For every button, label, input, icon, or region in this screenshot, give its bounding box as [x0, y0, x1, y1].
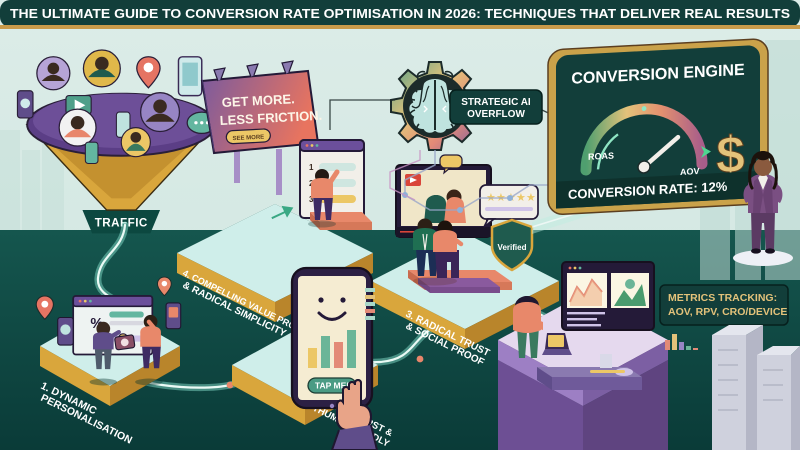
- svg-text:THE ULTIMATE GUIDE TO CONVERSI: THE ULTIMATE GUIDE TO CONVERSION RATE OP…: [10, 7, 790, 21]
- svg-text:ROAS: ROAS: [588, 151, 614, 162]
- svg-text:OVERFLOW: OVERFLOW: [467, 109, 525, 120]
- svg-text:STRATEGIC AI: STRATEGIC AI: [461, 97, 531, 108]
- svg-text:Verified: Verified: [498, 243, 527, 252]
- svg-text:AOV, RPV, CRO/DEVICE: AOV, RPV, CRO/DEVICE: [668, 306, 787, 318]
- svg-text:METRICS TRACKING:: METRICS TRACKING:: [668, 292, 777, 304]
- svg-text:1: 1: [309, 163, 314, 172]
- svg-text:★: ★: [526, 192, 536, 204]
